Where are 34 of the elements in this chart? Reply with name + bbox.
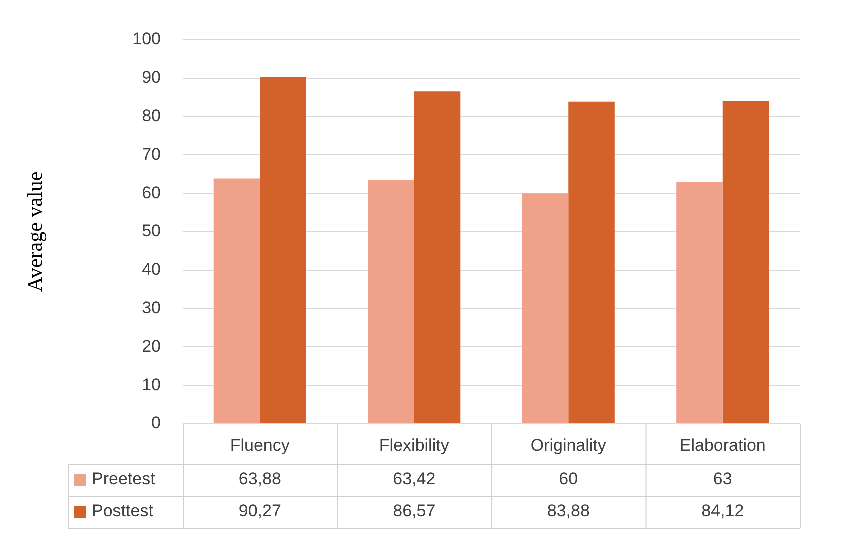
data-label: 63,88 <box>238 470 282 489</box>
data-label: 86,57 <box>393 502 436 521</box>
bar <box>568 102 615 424</box>
data-label: 83,88 <box>547 502 590 521</box>
y-tick-label: 0 <box>152 414 161 433</box>
data-label: 63 <box>713 470 732 489</box>
y-tick-label: 60 <box>142 183 161 202</box>
legend-label: Posttest <box>92 502 154 521</box>
y-tick-label: 40 <box>142 260 161 280</box>
x-tick-label: Originality <box>530 436 607 455</box>
x-tick-label: Elaboration <box>680 436 766 455</box>
data-label: 60 <box>559 470 578 489</box>
bar <box>260 77 306 424</box>
y-tick-label: 100 <box>132 30 161 49</box>
data-label: 63,42 <box>393 470 436 489</box>
y-tick-label: 30 <box>142 298 161 318</box>
bar <box>722 100 770 424</box>
y-tick-label: 70 <box>142 144 161 164</box>
data-label: 90,27 <box>238 502 282 521</box>
bar <box>368 180 414 424</box>
y-axis-title: Average value <box>23 172 48 292</box>
bar <box>676 182 723 424</box>
bar <box>414 92 461 424</box>
y-tick-label: 90 <box>142 68 161 88</box>
x-tick-label: Flexibility <box>379 436 450 455</box>
y-tick-label: 50 <box>142 222 161 241</box>
bar <box>522 194 569 424</box>
y-tick-label: 80 <box>142 106 161 126</box>
data-label: 84,12 <box>702 502 744 521</box>
y-tick-label: 10 <box>142 375 161 394</box>
x-tick-label: Fluency <box>230 436 290 455</box>
legend-label: Preetest <box>92 470 156 489</box>
y-tick-label: 20 <box>142 336 161 356</box>
bar <box>214 178 260 424</box>
